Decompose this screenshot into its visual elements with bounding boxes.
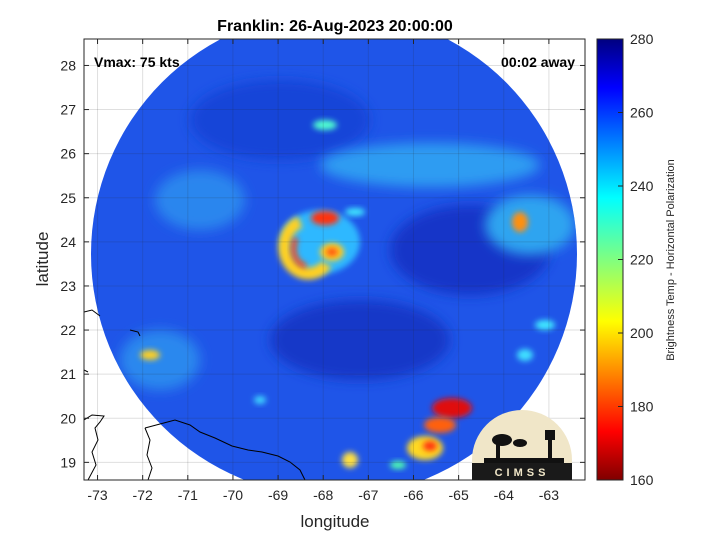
convection-southwest [140,350,160,360]
coastline-north-hispaniola [144,419,306,480]
y-axis: 19 20 21 22 23 24 25 26 27 28 [60,57,585,470]
y-tick-label: 24 [60,234,76,250]
water-tower-icon [545,430,555,440]
colorbar-ticks: 160 180 200 220 240 260 280 [618,31,654,488]
colorbar-tick-label: 200 [630,325,654,341]
x-tick-label: -68 [313,487,333,503]
y-tick-label: 20 [60,410,76,426]
x-tick-label: -67 [358,487,378,503]
satellite-dish-2-icon [513,439,527,447]
dark-region-north [190,80,370,160]
eyewall-east-core [326,248,338,256]
y-tick-label: 25 [60,190,76,206]
x-tick-label: -63 [539,487,559,503]
convection-south-small [342,452,358,468]
y-tick-label: 21 [60,366,76,382]
coastline-small-islands [84,309,141,373]
colorbar: 160 180 200 220 240 260 280 Brightness Temp - … [596,31,677,488]
y-tick-label: 19 [60,454,76,470]
y-tick-label: 26 [60,146,76,162]
x-tick-label: -69 [268,487,288,503]
logo-banner [472,463,572,480]
cell-north-band [345,208,365,216]
cell-east-2 [517,349,533,361]
y-tick-label: 22 [60,322,76,338]
colorbar-label: Brightness Temp - Horizontal Polarizatio… [665,159,677,361]
colorbar-tick-label: 160 [630,472,654,488]
gridlines [84,39,585,480]
x-tick-label: -70 [223,487,243,503]
light-band-west [155,170,245,230]
axes-frame [83,38,586,481]
light-band-east [485,195,575,255]
cimss-logo: CIMSS [472,410,572,480]
x-tick-label: -65 [449,487,469,503]
building-icon [484,458,564,464]
colorbar-tick-label: 220 [630,252,654,268]
rainband-southeast-edge [424,417,456,433]
swath [91,39,577,480]
x-tick-label: -64 [494,487,514,503]
light-region-southwest [120,330,200,390]
rainband-south-core [423,441,437,451]
eyewall-arc-inner [291,237,307,269]
y-axis-label: latitude [33,232,52,287]
dark-region-south [270,300,450,380]
x-tick-label: -72 [133,487,153,503]
colorbar-tick-label: 180 [630,399,654,415]
colorbar-tick-label: 260 [630,105,654,121]
logo-text: CIMSS [495,467,550,479]
convection-east [512,212,528,232]
eyewall-arc [278,216,332,280]
cell-east-1 [535,320,555,330]
cell-south-2 [254,396,266,404]
x-axis: -73 -72 -71 -70 -69 -68 -67 -66 -65 -64 -63 [87,39,559,503]
cell-south-1 [390,461,406,469]
cell-north [313,120,337,130]
coastline-hispaniola [84,414,105,480]
x-tick-label: -73 [87,487,107,503]
satellite-dish-icon [492,434,512,446]
coastline [84,309,306,480]
x-tick-label: -66 [403,487,423,503]
chart-title: Franklin: 26-Aug-2023 20:00:00 [217,18,453,35]
x-axis-label: longitude [300,512,369,531]
light-band-north [320,143,540,187]
time-offset-annotation: 00:02 away [501,54,575,70]
rainband-southeast [432,398,472,418]
coastline-west-island [144,427,153,480]
logo-icons [484,430,564,464]
x-tick-label: -71 [178,487,198,503]
dish-stand-icon [496,444,500,458]
colorbar-tick-label: 280 [630,31,654,47]
colorbar-tick-label: 240 [630,178,654,194]
y-tick-label: 27 [60,102,76,118]
water-tower-leg-icon [548,440,552,462]
eyewall-north-cell [311,211,339,225]
vmax-annotation: Vmax: 75 kts [94,54,180,70]
y-tick-label: 28 [60,57,76,73]
y-tick-label: 23 [60,278,76,294]
